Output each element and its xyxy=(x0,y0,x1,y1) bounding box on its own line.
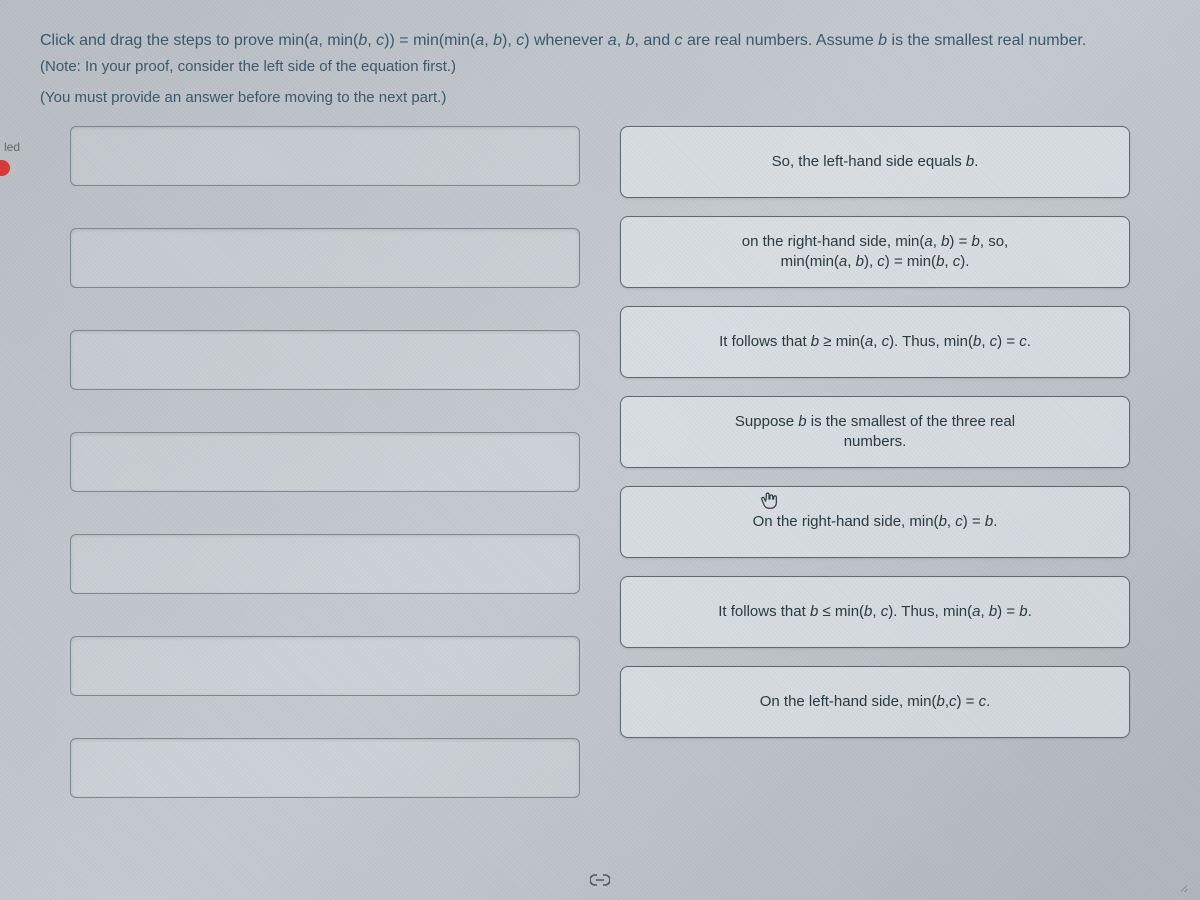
var-b: b xyxy=(493,32,502,49)
instruction-main: Click and drag the steps to prove min( a,… xyxy=(40,30,1160,52)
drop-slot[interactable] xyxy=(70,228,580,288)
drag-item-5[interactable]: On the right-hand side, min(b, c) = b. xyxy=(620,486,1130,558)
drag-drop-area: So, the left-hand side equals b. on the … xyxy=(40,126,1160,798)
text-fragment: , xyxy=(617,32,626,49)
instruction-note: (Note: In your proof, consider the left … xyxy=(40,58,1160,75)
text-fragment: , min( xyxy=(318,32,358,49)
text-fragment: )) = min(min( xyxy=(384,32,475,49)
drop-slot[interactable] xyxy=(70,534,580,594)
drag-item-3[interactable]: It follows that b ≥ min(a, c). Thus, min… xyxy=(620,306,1130,378)
drag-item-text: On the left-hand side, min(b,c) = c. xyxy=(760,692,991,712)
question-content: Click and drag the steps to prove min( a,… xyxy=(0,0,1200,818)
drag-item-text: On the right-hand side, min(b, c) = b. xyxy=(753,512,998,532)
drag-item-2[interactable]: on the right-hand side, min(a, b) = b, s… xyxy=(620,216,1130,288)
var-b: b xyxy=(878,32,887,49)
drag-item-7[interactable]: On the left-hand side, min(b,c) = c. xyxy=(620,666,1130,738)
var-a: a xyxy=(475,32,484,49)
drop-slot[interactable] xyxy=(70,432,580,492)
drop-target-column xyxy=(70,126,580,798)
drag-source-column: So, the left-hand side equals b. on the … xyxy=(620,126,1130,798)
drag-item-text: So, the left-hand side equals b. xyxy=(772,152,979,172)
var-c: c xyxy=(516,32,524,49)
drag-item-text: Suppose b is the smallest of the three r… xyxy=(735,412,1015,453)
text-fragment: is the smallest real number. xyxy=(887,32,1086,49)
drag-item-text: on the right-hand side, min(a, b) = b, s… xyxy=(742,232,1008,273)
text-fragment: , and xyxy=(635,32,675,49)
var-a: a xyxy=(608,32,617,49)
drag-item-text: It follows that b ≥ min(a, c). Thus, min… xyxy=(719,332,1031,352)
drop-slot[interactable] xyxy=(70,738,580,798)
drag-item-6[interactable]: It follows that b ≤ min(b, c). Thus, min… xyxy=(620,576,1130,648)
sidebar-fragment: led xyxy=(0,140,20,154)
drop-slot[interactable] xyxy=(70,636,580,696)
drop-slot[interactable] xyxy=(70,126,580,186)
var-c: c xyxy=(376,32,384,49)
var-c: c xyxy=(675,32,683,49)
drop-slot[interactable] xyxy=(70,330,580,390)
resize-corner-icon xyxy=(1176,880,1188,892)
text-fragment: ), xyxy=(502,32,516,49)
drag-item-text: It follows that b ≤ min(b, c). Thus, min… xyxy=(718,602,1032,622)
text-fragment: ) whenever xyxy=(524,32,608,49)
drag-item-4[interactable]: Suppose b is the smallest of the three r… xyxy=(620,396,1130,468)
instruction-warning: (You must provide an answer before movin… xyxy=(40,89,1160,106)
text-fragment: , xyxy=(367,32,376,49)
text-fragment: are real numbers. Assume xyxy=(683,32,879,49)
var-b: b xyxy=(358,32,367,49)
text-fragment: Click and drag the steps to prove min( xyxy=(40,32,309,49)
text-fragment: , xyxy=(484,32,493,49)
link-icon[interactable] xyxy=(590,871,610,892)
var-b: b xyxy=(626,32,635,49)
drag-item-1[interactable]: So, the left-hand side equals b. xyxy=(620,126,1130,198)
